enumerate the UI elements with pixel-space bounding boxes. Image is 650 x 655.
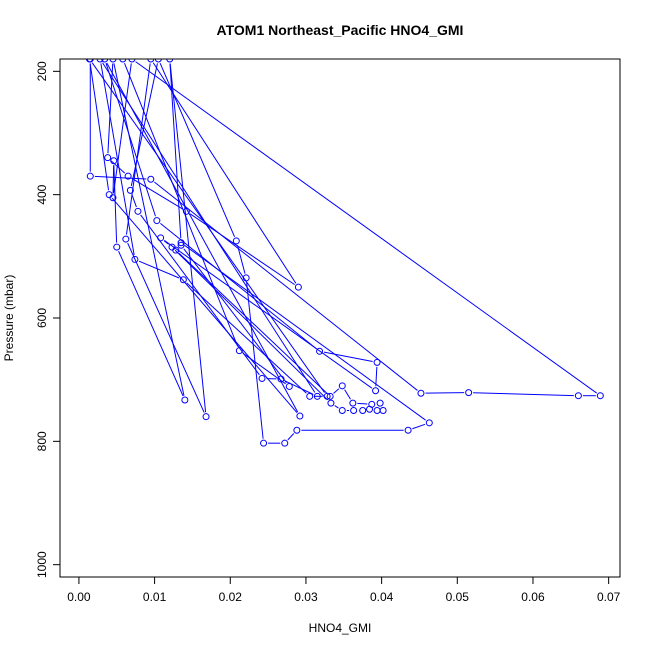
chart-title: ATOM1 Northeast_Pacific HNO4_GMI xyxy=(217,22,464,38)
series-line-segment xyxy=(425,393,464,394)
x-tick-label: 0.00 xyxy=(67,590,91,604)
series-line-segment xyxy=(357,403,367,404)
x-tick-label: 0.06 xyxy=(521,590,545,604)
y-tick-label: 200 xyxy=(35,61,49,81)
x-tick-label: 0.05 xyxy=(446,590,470,604)
x-tick-label: 0.04 xyxy=(370,590,394,604)
y-tick-label: 400 xyxy=(35,184,49,204)
y-axis-label: Pressure (mbar) xyxy=(2,275,16,362)
x-tick-label: 0.03 xyxy=(294,590,318,604)
x-axis-label: HNO4_GMI xyxy=(309,621,372,635)
y-tick-label: 800 xyxy=(35,431,49,451)
x-tick-label: 0.07 xyxy=(597,590,621,604)
x-tick-label: 0.01 xyxy=(143,590,167,604)
y-tick-label: 600 xyxy=(35,308,49,328)
x-tick-label: 0.02 xyxy=(219,590,243,604)
y-tick-label: 1000 xyxy=(35,551,49,578)
